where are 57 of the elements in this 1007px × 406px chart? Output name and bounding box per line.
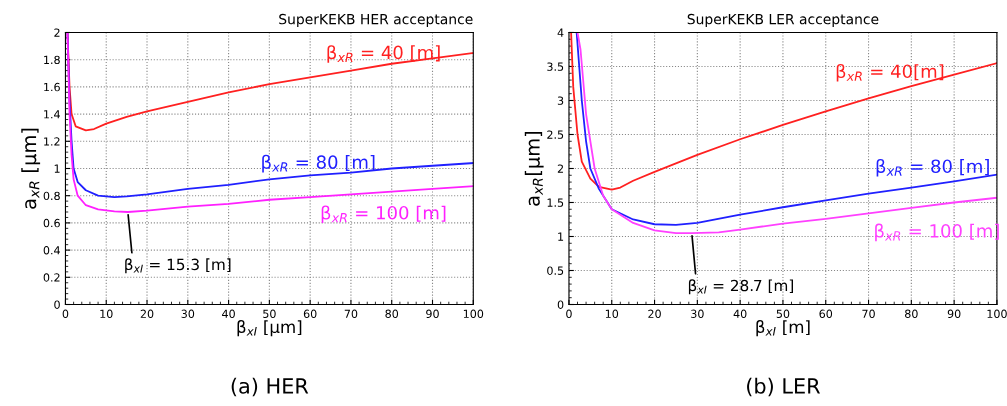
x-tick-label: 50 <box>263 309 276 318</box>
annotation: β$_{xI}$ = 28.7 [m] <box>688 279 793 295</box>
y-tick-label: 0.5 <box>547 266 564 275</box>
x-tick-label: 10 <box>605 309 619 318</box>
y-tick-label: 2 <box>557 164 563 173</box>
series-label: β$_{xR}$ = 100 [m] <box>321 205 446 224</box>
x-tick-label: 90 <box>426 309 439 318</box>
y-tick-label: 3 <box>557 96 564 105</box>
x-tick-label: 0 <box>62 309 69 318</box>
y-tick-label: 1.8 <box>44 55 60 65</box>
y-tick-label: 0 <box>557 300 564 309</box>
y-tick-label: 0.6 <box>43 218 60 228</box>
x-tick-label: 40 <box>222 309 235 318</box>
series-label: β$_{xR}$ = 80 [m] <box>876 158 989 177</box>
x-tick-label: 20 <box>648 309 661 318</box>
y-tick-label: 3.5 <box>547 62 564 71</box>
x-tick-label: 60 <box>303 309 317 318</box>
x-tick-label: 60 <box>819 309 833 318</box>
x-axis-title: β$_{xI}$ [m] <box>756 320 810 337</box>
y-tick-label: 1 <box>558 232 564 241</box>
y-tick-label: 0 <box>54 300 60 309</box>
y-axis-title: a$_{xR}$[μm] <box>524 131 544 206</box>
text: (a) HER <box>231 377 309 397</box>
y-tick-label: 1 <box>54 164 60 173</box>
y-tick-label: 0.4 <box>43 246 60 255</box>
y-tick-label: 1.2 <box>44 137 60 146</box>
annotation: β$_{xI}$ = 15.3 [m] <box>125 258 231 274</box>
x-tick-label: 90 <box>947 309 961 318</box>
x-tick-label: 20 <box>140 309 154 318</box>
y-tick-label: 0.2 <box>43 273 60 282</box>
y-tick-label: 1.5 <box>547 198 564 207</box>
x-tick-label: 100 <box>463 309 484 318</box>
x-tick-label: 80 <box>385 309 399 318</box>
x-axis-title: β$_{xI}$ [μm] <box>237 320 302 337</box>
text: (b) LER <box>747 377 821 397</box>
y-tick-label: 2 <box>54 28 60 37</box>
x-tick-label: 30 <box>691 309 704 318</box>
y-tick-label: 2.5 <box>547 130 564 139</box>
x-tick-label: 40 <box>733 309 747 318</box>
series-label: β$_{xR}$ = 80 [m] <box>262 154 375 173</box>
x-tick-label: 0 <box>566 309 572 318</box>
x-tick-label: 70 <box>862 309 875 318</box>
x-tick-label: 70 <box>344 309 358 318</box>
y-tick-label: 1.4 <box>44 110 60 119</box>
series-label: β$_{xR}$ = 40[m] <box>836 64 944 82</box>
y-tick-label: 1.6 <box>44 82 60 92</box>
x-tick-label: 30 <box>181 309 195 318</box>
y-tick-label: 4 <box>557 28 564 37</box>
series-label: β$_{xR}$ = 40 [m] <box>327 45 440 63</box>
x-tick-label: 10 <box>100 309 113 318</box>
x-tick-label: 100 <box>987 309 1007 318</box>
y-axis-title: a$_{xR}$ [μm] <box>21 128 41 209</box>
x-tick-label: 80 <box>905 309 918 318</box>
y-tick-label: 0.8 <box>43 191 60 201</box>
chart-title: SuperKEKB LER acceptance <box>687 13 879 28</box>
x-tick-label: 50 <box>776 309 790 318</box>
chart-title: SuperKEKB HER acceptance <box>279 13 473 28</box>
